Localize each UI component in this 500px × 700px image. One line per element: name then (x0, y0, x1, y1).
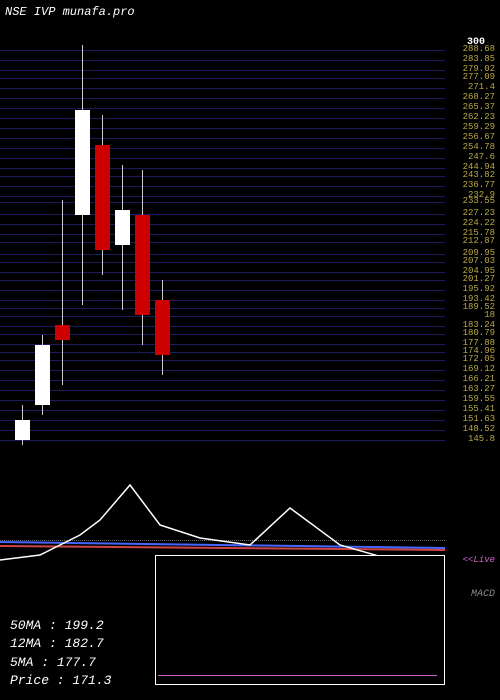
ma50-label: 50MA : (10, 618, 65, 633)
price-value: 171.3 (72, 673, 111, 688)
ma12-label: 12MA : (10, 636, 65, 651)
live-box-line (158, 675, 437, 676)
chart-title: NSE IVP munafa.pro (5, 5, 135, 19)
ma50-row: 50MA : 199.2 (10, 617, 111, 635)
live-indicator-label: <<Live (463, 555, 495, 565)
info-overlay: 50MA : 199.2 12MA : 182.7 5MA : 177.7 Pr… (10, 617, 111, 690)
ma5-row: 5MA : 177.7 (10, 654, 111, 672)
price-row: Price : 171.3 (10, 672, 111, 690)
candlestick-series (0, 45, 500, 460)
ma12-row: 12MA : 182.7 (10, 635, 111, 653)
chart-container: NSE IVP munafa.pro 300 288.68283.85279.0… (0, 0, 500, 700)
macd-label: MACD (471, 589, 495, 600)
ma50-value: 199.2 (65, 618, 104, 633)
ma12-value: 182.7 (65, 636, 104, 651)
ma5-value: 177.7 (57, 655, 96, 670)
live-box (155, 555, 445, 685)
price-chart-area: 300 288.68283.85279.02277.09271.4268.272… (0, 45, 500, 460)
price-label: Price : (10, 673, 72, 688)
ma5-label: 5MA : (10, 655, 57, 670)
